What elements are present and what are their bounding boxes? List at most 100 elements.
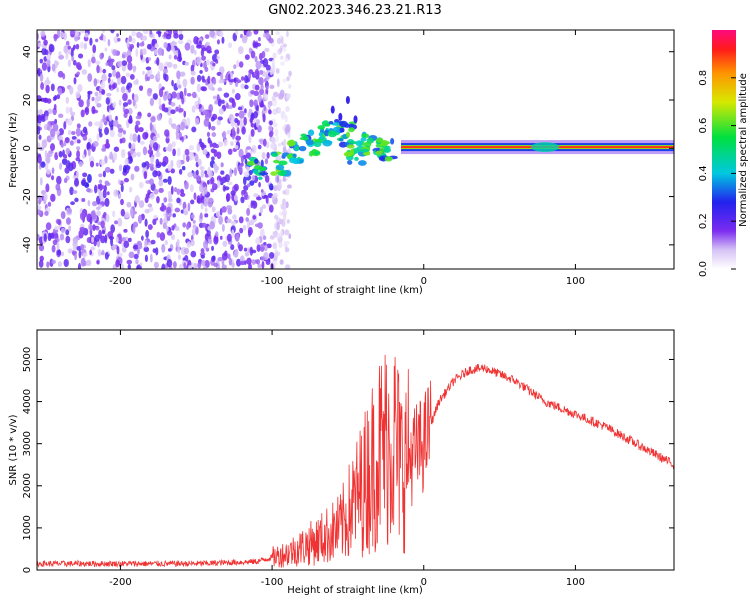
chirp-blob [300, 133, 307, 138]
noise-speckle [211, 156, 215, 161]
noise-speckle [110, 30, 115, 34]
noise-speckle [58, 128, 65, 136]
noise-speckle [137, 214, 143, 224]
chirp-blob [273, 159, 280, 164]
noise-speckle [78, 250, 82, 259]
noise-speckle [153, 261, 159, 269]
noise-speckle [37, 32, 40, 41]
noise-speckle [91, 214, 96, 220]
noise-speckle [147, 149, 154, 155]
noise-speckle [70, 201, 75, 206]
noise-speckle [125, 84, 130, 91]
chirp-blob [281, 171, 287, 175]
noise-speckle [239, 227, 244, 234]
noise-speckle [268, 183, 274, 191]
noise-speckle [132, 244, 139, 250]
noise-speckle [46, 55, 52, 60]
noise-speckle [130, 43, 135, 50]
noise-speckle [116, 245, 120, 255]
noise-speckle [217, 257, 223, 262]
noise-speckle [167, 164, 172, 172]
noise-speckle [261, 204, 267, 209]
noise-speckle [75, 91, 81, 99]
chirp-blob [286, 139, 296, 147]
noise-speckle [115, 236, 119, 243]
chirp-blob [339, 127, 345, 133]
noise-speckle [168, 117, 173, 126]
noise-speckle [283, 138, 287, 148]
chirp-blob [307, 129, 315, 136]
noise-speckle [227, 42, 233, 49]
noise-speckle [261, 151, 266, 160]
noise-speckle [214, 143, 220, 149]
noise-speckle [112, 120, 119, 127]
noise-speckle [221, 259, 225, 266]
noise-speckle [230, 244, 235, 251]
noise-speckle [91, 236, 95, 244]
noise-speckle [187, 265, 193, 269]
noise-speckle [157, 47, 163, 56]
noise-speckle [216, 119, 221, 126]
noise-speckle [95, 38, 99, 43]
noise-speckle [122, 102, 129, 107]
noise-speckle [249, 99, 254, 108]
snr-x-tick-label: 100 [566, 577, 585, 588]
noise-speckle [127, 107, 133, 115]
noise-speckle [240, 76, 245, 81]
noise-speckle [38, 244, 45, 252]
noise-speckle [104, 127, 110, 136]
noise-speckle [165, 33, 172, 40]
noise-speckle [235, 112, 240, 117]
noise-speckle [89, 224, 93, 231]
noise-speckle [61, 158, 68, 165]
noise-speckle [284, 264, 291, 269]
noise-speckle [240, 33, 244, 39]
noise-speckle [184, 61, 189, 66]
chirp-spike [338, 112, 343, 121]
noise-speckle [185, 117, 191, 127]
noise-speckle [214, 165, 220, 171]
noise-speckle [69, 30, 76, 35]
noise-speckle [245, 217, 250, 222]
noise-speckle [163, 197, 168, 203]
noise-speckle [253, 41, 259, 48]
noise-speckle [138, 200, 145, 208]
noise-speckle [108, 72, 112, 78]
noise-speckle [72, 59, 77, 66]
spectrogram-frame [36, 29, 675, 270]
noise-speckle [40, 82, 45, 90]
noise-speckle [67, 45, 72, 50]
noise-speckle [74, 178, 79, 187]
noise-speckle [59, 162, 63, 170]
noise-speckle [207, 169, 213, 179]
noise-speckle [170, 102, 176, 107]
noise-speckle [76, 71, 80, 76]
noise-speckle [81, 69, 88, 75]
noise-speckle [149, 121, 153, 131]
noise-speckle [60, 211, 66, 220]
noise-speckle [78, 161, 83, 168]
noise-speckle [73, 139, 77, 144]
noise-speckle [182, 78, 188, 88]
noise-speckle [221, 132, 226, 137]
noise-speckle [74, 253, 77, 261]
noise-speckle [72, 190, 78, 194]
chirp-blob [308, 150, 314, 157]
noise-speckle [237, 106, 243, 111]
noise-speckle [254, 56, 258, 63]
noise-speckle [285, 201, 289, 209]
noise-speckle [117, 128, 124, 133]
noise-speckle [285, 124, 291, 133]
noise-speckle [286, 219, 290, 224]
noise-speckle [199, 69, 203, 74]
noise-speckle [286, 184, 292, 189]
noise-speckle [54, 94, 58, 101]
noise-speckle [135, 259, 139, 265]
noise-speckle [269, 235, 275, 240]
noise-speckle [225, 193, 231, 202]
noise-speckle [116, 33, 119, 37]
noise-speckle [55, 183, 61, 191]
noise-speckle [255, 119, 260, 128]
noise-speckle [243, 185, 249, 191]
